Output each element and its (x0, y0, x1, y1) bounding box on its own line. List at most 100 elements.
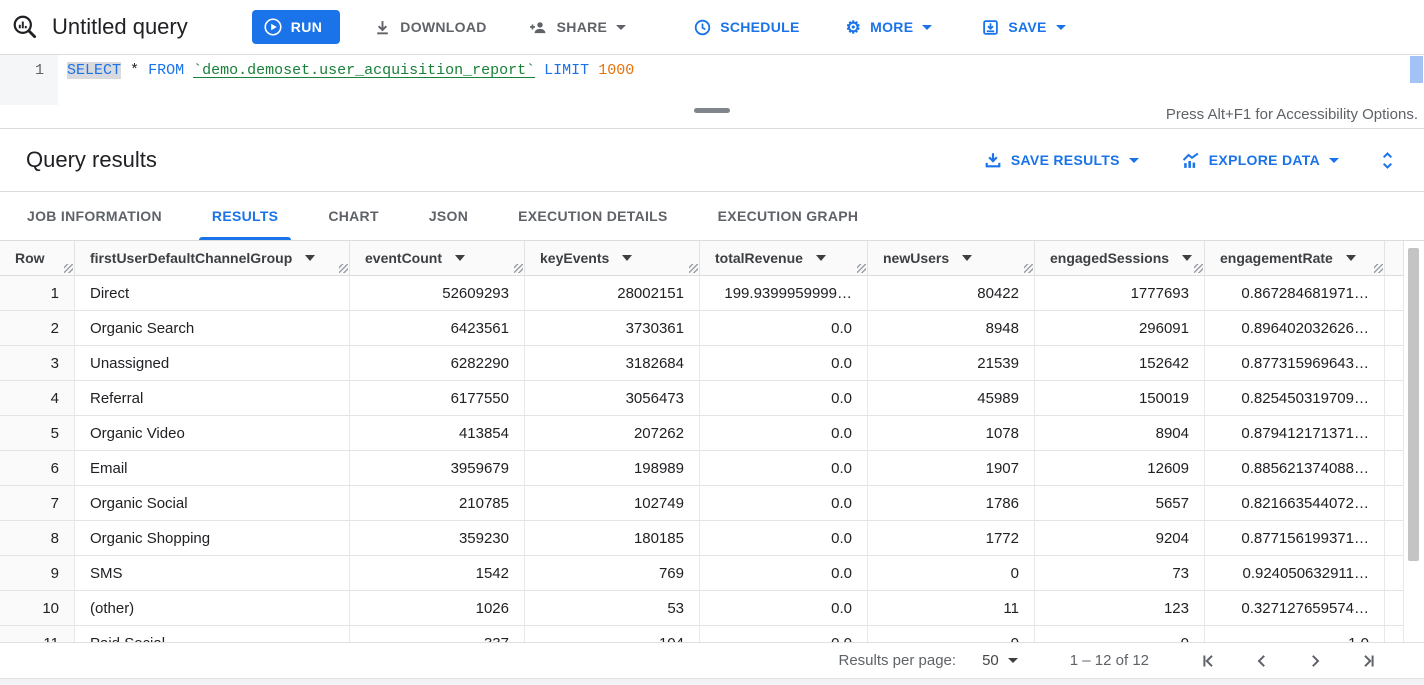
table-cell-totalRevenue[interactable]: 0.0 (700, 626, 868, 642)
first-page-button[interactable] (1199, 651, 1219, 671)
table-cell-totalRevenue[interactable]: 199.9399959999… (700, 276, 868, 311)
tab-json[interactable]: JSON (428, 208, 469, 224)
table-cell-engagedSessions[interactable]: 5657 (1035, 486, 1205, 521)
table-cell-newUsers[interactable]: 0 (868, 626, 1035, 642)
save-results-button[interactable]: SAVE RESULTS (980, 145, 1143, 175)
row-number-cell[interactable]: 6 (0, 451, 75, 486)
table-cell-newUsers[interactable]: 11 (868, 591, 1035, 626)
table-cell-eventCount[interactable]: 359230 (350, 521, 525, 556)
table-cell-totalRevenue[interactable]: 0.0 (700, 591, 868, 626)
table-cell-firstUserDefaultChannelGroup[interactable]: Direct (75, 276, 350, 311)
table-cell-engagementRate[interactable]: 0.877315969643… (1205, 346, 1385, 381)
sql-code-line[interactable]: SELECT * FROM `demo.demoset.user_acquisi… (58, 55, 634, 105)
sort-caret-icon[interactable] (815, 255, 826, 261)
table-cell-engagedSessions[interactable]: 123 (1035, 591, 1205, 626)
table-cell-engagementRate[interactable]: 0.867284681971… (1205, 276, 1385, 311)
download-button[interactable]: DOWNLOAD (364, 11, 496, 44)
table-cell-engagedSessions[interactable]: 296091 (1035, 311, 1205, 346)
save-button[interactable]: SAVE (972, 11, 1075, 44)
table-cell-eventCount[interactable]: 413854 (350, 416, 525, 451)
table-cell-engagedSessions[interactable]: 73 (1035, 556, 1205, 591)
table-cell-keyEvents[interactable]: 3056473 (525, 381, 700, 416)
table-cell-newUsers[interactable]: 80422 (868, 276, 1035, 311)
table-cell-engagedSessions[interactable]: 0 (1035, 626, 1205, 642)
table-scrollbar-thumb[interactable] (1408, 248, 1419, 561)
table-cell-eventCount[interactable]: 337 (350, 626, 525, 642)
sql-editor[interactable]: 1 SELECT * FROM `demo.demoset.user_acqui… (0, 55, 1424, 105)
table-cell-eventCount[interactable]: 6423561 (350, 311, 525, 346)
table-cell-firstUserDefaultChannelGroup[interactable]: Organic Video (75, 416, 350, 451)
share-button[interactable]: SHARE (519, 11, 637, 44)
table-cell-totalRevenue[interactable]: 0.0 (700, 521, 868, 556)
table-cell-firstUserDefaultChannelGroup[interactable]: Unassigned (75, 346, 350, 381)
table-cell-firstUserDefaultChannelGroup[interactable]: Organic Shopping (75, 521, 350, 556)
row-number-cell[interactable]: 1 (0, 276, 75, 311)
tab-execution-details[interactable]: EXECUTION DETAILS (518, 208, 668, 224)
table-cell-totalRevenue[interactable]: 0.0 (700, 416, 868, 451)
table-cell-totalRevenue[interactable]: 0.0 (700, 556, 868, 591)
table-cell-keyEvents[interactable]: 207262 (525, 416, 700, 451)
table-cell-engagementRate[interactable]: 0.825450319709… (1205, 381, 1385, 416)
table-cell-engagementRate[interactable]: 1.0 (1205, 626, 1385, 642)
table-cell-firstUserDefaultChannelGroup[interactable]: Organic Social (75, 486, 350, 521)
table-cell-engagementRate[interactable]: 0.879412171371… (1205, 416, 1385, 451)
table-cell-totalRevenue[interactable]: 0.0 (700, 451, 868, 486)
table-cell-keyEvents[interactable]: 102749 (525, 486, 700, 521)
sort-caret-icon[interactable] (622, 255, 633, 261)
table-cell-engagedSessions[interactable]: 150019 (1035, 381, 1205, 416)
run-button[interactable]: RUN (251, 10, 341, 44)
row-number-cell[interactable]: 9 (0, 556, 75, 591)
table-cell-engagedSessions[interactable]: 152642 (1035, 346, 1205, 381)
table-cell-firstUserDefaultChannelGroup[interactable]: SMS (75, 556, 350, 591)
row-number-cell[interactable]: 4 (0, 381, 75, 416)
more-button[interactable]: ⚙ MORE (836, 11, 943, 44)
column-resize-handle[interactable] (339, 264, 348, 273)
row-number-cell[interactable]: 8 (0, 521, 75, 556)
sort-caret-icon[interactable] (1345, 255, 1356, 261)
table-cell-newUsers[interactable]: 21539 (868, 346, 1035, 381)
column-resize-handle[interactable] (689, 264, 698, 273)
table-cell-eventCount[interactable]: 210785 (350, 486, 525, 521)
table-cell-eventCount[interactable]: 3959679 (350, 451, 525, 486)
row-number-cell[interactable]: 3 (0, 346, 75, 381)
expand-collapse-results-button[interactable] (1377, 147, 1398, 174)
explore-data-button[interactable]: EXPLORE DATA (1177, 146, 1343, 175)
row-number-cell[interactable]: 7 (0, 486, 75, 521)
sort-caret-icon[interactable] (455, 255, 465, 261)
column-resize-handle[interactable] (1024, 264, 1033, 273)
table-cell-engagementRate[interactable]: 0.885621374088… (1205, 451, 1385, 486)
table-cell-firstUserDefaultChannelGroup[interactable]: (other) (75, 591, 350, 626)
page-size-select[interactable]: 50 (982, 652, 1018, 669)
column-resize-handle[interactable] (1194, 264, 1203, 273)
table-cell-totalRevenue[interactable]: 0.0 (700, 486, 868, 521)
table-cell-eventCount[interactable]: 1542 (350, 556, 525, 591)
table-cell-eventCount[interactable]: 1026 (350, 591, 525, 626)
previous-page-button[interactable] (1252, 651, 1272, 671)
table-cell-engagedSessions[interactable]: 9204 (1035, 521, 1205, 556)
editor-scrollbar[interactable] (1409, 55, 1424, 105)
table-cell-firstUserDefaultChannelGroup[interactable]: Email (75, 451, 350, 486)
sort-caret-icon[interactable] (962, 255, 973, 261)
table-cell-engagedSessions[interactable]: 12609 (1035, 451, 1205, 486)
row-number-cell[interactable]: 10 (0, 591, 75, 626)
table-cell-keyEvents[interactable]: 198989 (525, 451, 700, 486)
table-cell-newUsers[interactable]: 1078 (868, 416, 1035, 451)
tab-results[interactable]: RESULTS (187, 192, 303, 240)
horizontal-scrollbar-strip[interactable] (0, 678, 1424, 685)
column-resize-handle[interactable] (514, 264, 523, 273)
table-cell-newUsers[interactable]: 1786 (868, 486, 1035, 521)
table-cell-newUsers[interactable]: 45989 (868, 381, 1035, 416)
table-cell-firstUserDefaultChannelGroup[interactable]: Referral (75, 381, 350, 416)
table-cell-keyEvents[interactable]: 3730361 (525, 311, 700, 346)
table-cell-newUsers[interactable]: 8948 (868, 311, 1035, 346)
table-cell-engagementRate[interactable]: 0.924050632911… (1205, 556, 1385, 591)
table-cell-totalRevenue[interactable]: 0.0 (700, 311, 868, 346)
sql-table-ref-link[interactable]: `demo.demoset.user_acquisition_report` (193, 62, 536, 79)
table-cell-keyEvents[interactable]: 28002151 (525, 276, 700, 311)
next-page-button[interactable] (1305, 651, 1325, 671)
table-cell-eventCount[interactable]: 6282290 (350, 346, 525, 381)
table-cell-engagementRate[interactable]: 0.877156199371… (1205, 521, 1385, 556)
editor-scrollbar-thumb[interactable] (1410, 56, 1423, 83)
sort-caret-icon[interactable] (305, 255, 316, 261)
column-resize-handle[interactable] (857, 264, 866, 273)
